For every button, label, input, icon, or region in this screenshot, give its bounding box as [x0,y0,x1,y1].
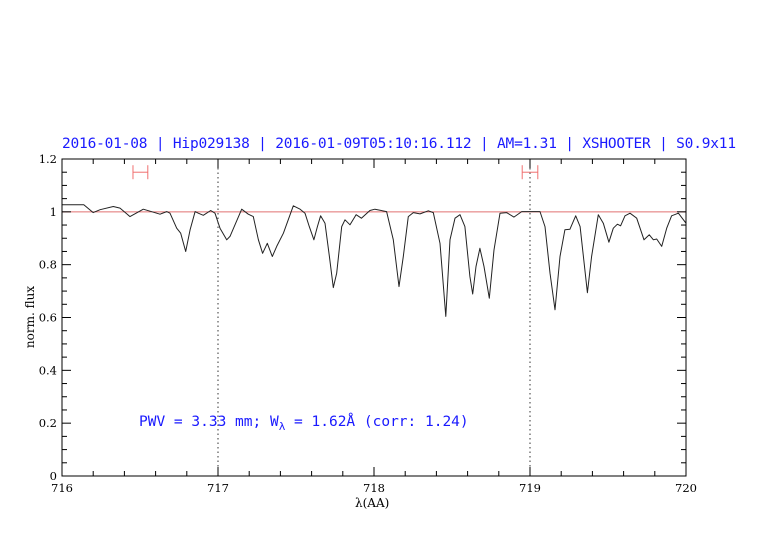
spectrum-line [62,204,687,317]
pwv-annotation: PWV = 3.33 mm; Wλ = 1.62Å (corr: 1.24) [139,414,469,433]
y-axis-label: norm. flux [23,285,37,349]
annotation-text-a: PWV = 3.33 mm; W [139,414,279,430]
x-tick-label: 716 [51,481,73,495]
x-tick-label: 717 [207,481,229,495]
y-tick-label: 0.4 [39,363,57,377]
y-tick-label: 0.2 [39,416,57,430]
annotation-subscript: λ [278,419,286,433]
y-tick-label: 0.6 [39,311,57,325]
x-axis-label: λ(AA) [355,496,390,510]
x-tick-label: 719 [519,481,541,495]
annotation-text-b: = 1.62Å (corr: 1.24) [285,414,469,430]
y-tick-label: 0 [50,469,57,483]
y-tick-label: 1 [50,205,57,219]
x-tick-label: 718 [363,481,385,495]
y-tick-label: 1.2 [39,152,57,166]
chart-title: 2016-01-08 | Hip029138 | 2016-01-09T05:1… [62,136,736,152]
y-tick-label: 0.8 [39,258,57,272]
x-tick-label: 720 [675,481,697,495]
